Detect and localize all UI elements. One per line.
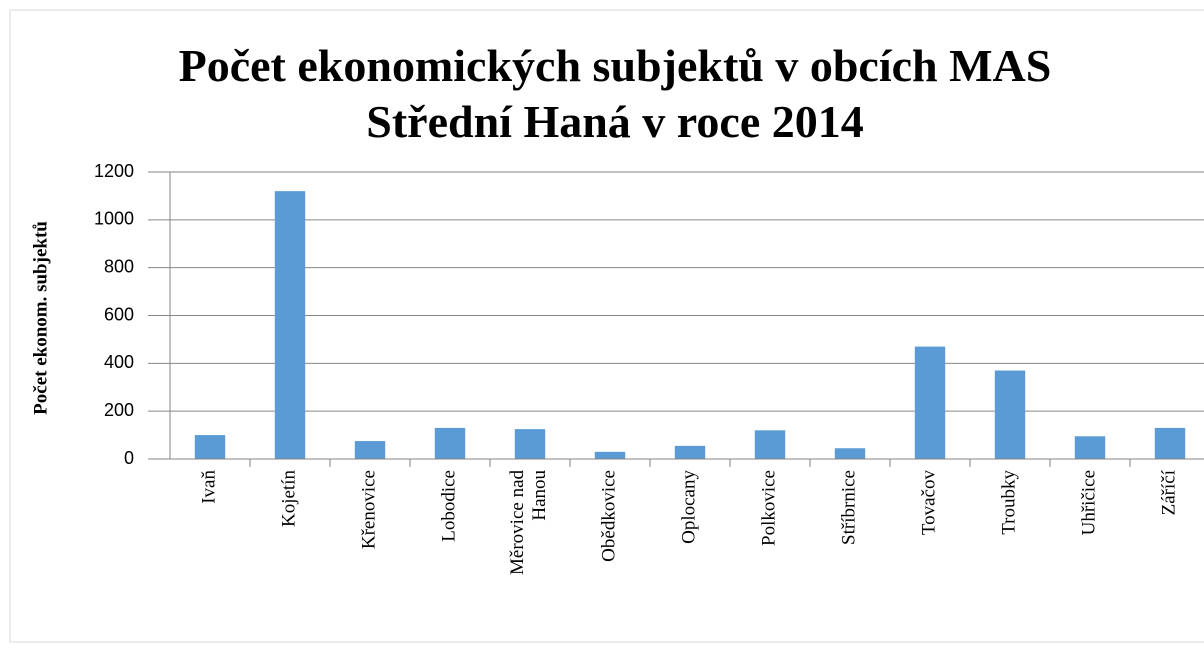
y-tick-label: 800: [104, 256, 134, 276]
x-tick-label: Troubky: [998, 470, 1019, 535]
bar: [994, 370, 1026, 459]
x-tick-label: Stříbrnice: [838, 470, 859, 545]
bar: [434, 427, 466, 459]
y-tick-label: 1200: [94, 161, 134, 181]
y-tick-label: 0: [124, 448, 134, 468]
bar: [274, 191, 306, 459]
x-tick-label: Tovačov: [918, 470, 939, 536]
y-tick-label: 400: [104, 352, 134, 372]
x-tick-label: Lobodice: [438, 470, 459, 542]
y-tick-label: 1000: [94, 209, 134, 229]
y-axis-label: Počet ekonom. subjektů: [30, 221, 51, 415]
bar: [674, 445, 706, 459]
y-tick-label: 600: [104, 304, 134, 324]
x-tick-label: Ivaň: [198, 470, 219, 504]
x-tick-label: Polkovice: [758, 470, 779, 546]
bar: [1074, 436, 1106, 459]
chart-frame: [9, 9, 1204, 643]
bar: [834, 448, 866, 459]
bar: [514, 429, 546, 459]
x-tick-label: Kojetín: [278, 470, 299, 527]
y-tick-label: 200: [104, 400, 134, 420]
bar: [754, 430, 786, 459]
chart-title: Počet ekonomických subjektů v obcích MAS…: [178, 40, 1052, 147]
bar: [914, 346, 946, 459]
bar: [594, 451, 626, 459]
x-tick-label: Uhřičice: [1078, 470, 1099, 535]
x-tick-label: Měrovice nadHanou: [507, 470, 550, 575]
x-tick-label: Oplocany: [678, 470, 699, 544]
bar: [354, 441, 386, 459]
bar: [1154, 427, 1186, 459]
bar: [194, 435, 226, 459]
x-tick-label: Křenovice: [358, 470, 379, 549]
x-tick-label: Obědkovice: [598, 470, 619, 562]
x-tick-label: Záříčí: [1158, 469, 1179, 515]
